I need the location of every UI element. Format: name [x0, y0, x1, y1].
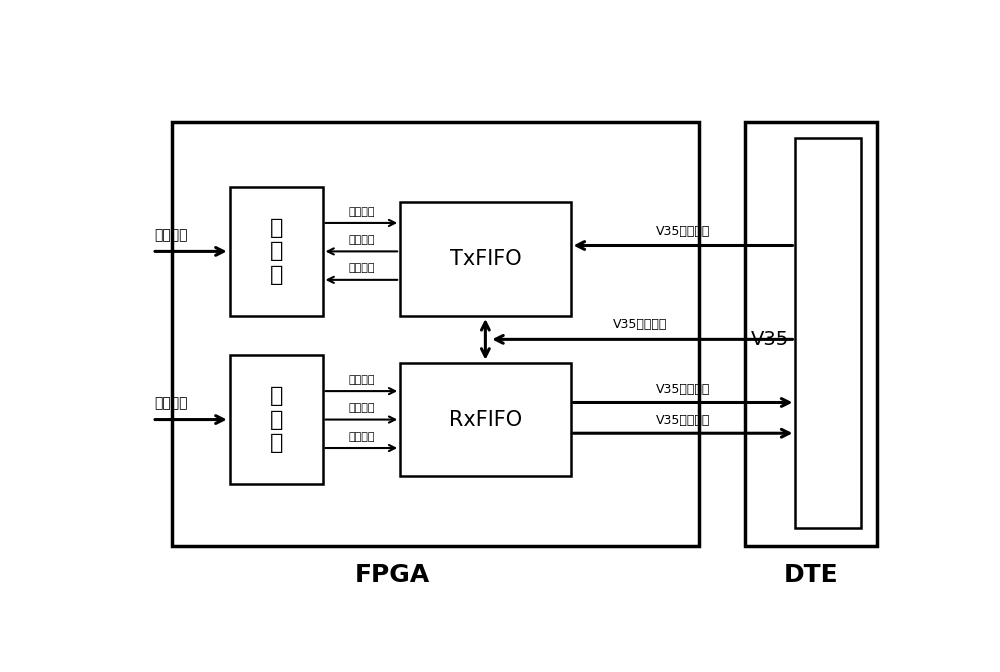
Text: 发送数据: 发送数据 — [348, 235, 375, 245]
Text: 解
调
器: 解 调 器 — [269, 386, 283, 453]
Text: V35发送时钟: V35发送时钟 — [613, 319, 668, 331]
Text: 符号速率: 符号速率 — [155, 228, 188, 242]
Text: TxFIFO: TxFIFO — [450, 249, 521, 269]
Text: 发送使能: 发送使能 — [348, 263, 375, 274]
Text: 调
制
器: 调 制 器 — [269, 218, 283, 285]
Text: 解调数据: 解调数据 — [348, 403, 375, 413]
Text: V35: V35 — [751, 330, 789, 349]
Bar — [400, 202, 571, 316]
Bar — [230, 187, 323, 316]
Bar — [400, 363, 571, 476]
Bar — [795, 138, 861, 528]
Bar — [172, 122, 698, 546]
Text: 调制时钟: 调制时钟 — [348, 206, 375, 216]
Bar — [745, 122, 877, 546]
Text: V35接收数据: V35接收数据 — [656, 383, 710, 396]
Bar — [230, 355, 323, 485]
Text: 符号速率: 符号速率 — [155, 396, 188, 410]
Text: 解调时钟: 解调时钟 — [348, 375, 375, 385]
Text: 解调使能: 解调使能 — [348, 431, 375, 442]
Text: RxFIFO: RxFIFO — [449, 409, 522, 429]
Text: DTE: DTE — [784, 562, 838, 587]
Text: V35接收时钟: V35接收时钟 — [656, 414, 710, 427]
Text: V35发送数据: V35发送数据 — [656, 224, 710, 237]
Text: FPGA: FPGA — [355, 562, 430, 587]
